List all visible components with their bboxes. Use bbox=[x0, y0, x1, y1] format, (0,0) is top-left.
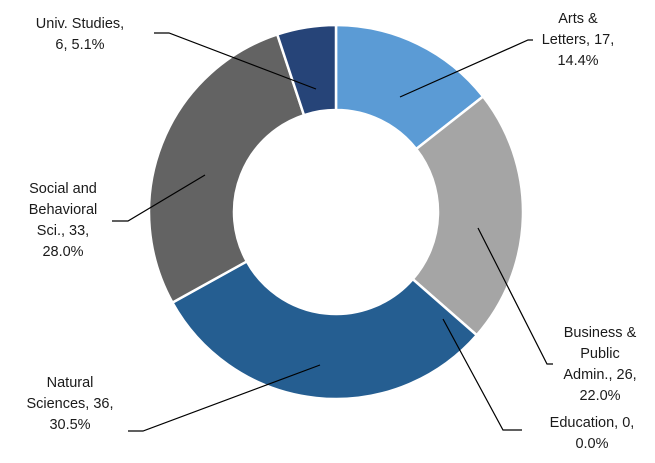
data-label: Natural Sciences, 36, 30.5% bbox=[26, 375, 113, 433]
data-label-line: 30.5% bbox=[49, 417, 90, 433]
data-label-line: 6, 5.1% bbox=[55, 37, 104, 53]
data-label: Arts & Letters, 17, 14.4% bbox=[542, 11, 615, 69]
data-label-line: 28.0% bbox=[42, 244, 83, 260]
data-label-line: Social and bbox=[29, 181, 97, 197]
data-label-line: Business & bbox=[564, 325, 637, 341]
data-label: Social and Behavioral Sci., 33, 28.0% bbox=[29, 181, 98, 260]
data-label-line: Public bbox=[580, 346, 620, 362]
data-label: Univ. Studies, 6, 5.1% bbox=[36, 16, 124, 53]
leader-line bbox=[442, 318, 522, 431]
slice-business-public-admin bbox=[410, 94, 525, 337]
slices-group bbox=[147, 23, 525, 401]
data-label-line: 0.0% bbox=[575, 436, 608, 452]
leader-lines-group bbox=[112, 32, 553, 432]
data-label-line: Letters, 17, bbox=[542, 32, 615, 48]
data-label-line: Natural bbox=[47, 375, 94, 391]
leader-line bbox=[477, 227, 553, 365]
data-label-line: Arts & bbox=[558, 11, 598, 27]
leader-line bbox=[399, 39, 533, 98]
data-labels-group: Arts & Letters, 17, 14.4% Business & Public A… bbox=[26, 11, 636, 452]
data-label-line: Admin., 26, bbox=[563, 367, 636, 383]
data-label-line: Sciences, 36, bbox=[26, 396, 113, 412]
data-label-line: Univ. Studies, bbox=[36, 16, 124, 32]
leader-line bbox=[154, 32, 317, 90]
data-label-line: Sci., 33, bbox=[37, 223, 89, 239]
data-label: Education, 0, 0.0% bbox=[550, 415, 635, 452]
data-label-line: 14.4% bbox=[557, 53, 598, 69]
slice-social-and-behavioral-sci bbox=[147, 32, 306, 305]
slice-natural-sciences bbox=[170, 259, 479, 401]
data-label: Business & Public Admin., 26, 22.0% bbox=[563, 325, 636, 404]
slice-univ-studies bbox=[275, 23, 338, 117]
leader-line bbox=[112, 174, 206, 222]
leader-line bbox=[128, 364, 321, 432]
data-label-line: Behavioral bbox=[29, 202, 98, 218]
data-label-line: Education, 0, bbox=[550, 415, 635, 431]
data-label-line: 22.0% bbox=[579, 388, 620, 404]
